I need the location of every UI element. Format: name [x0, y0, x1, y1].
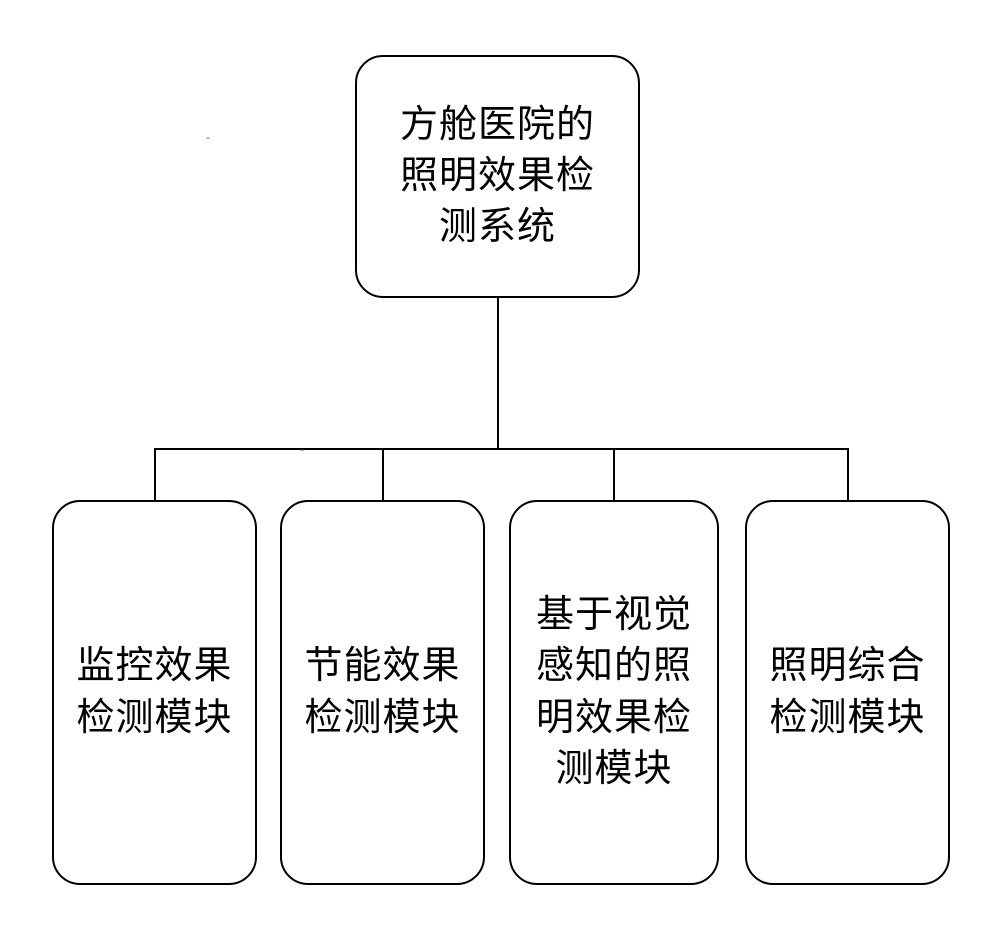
- connector-horizontal-bus: [154, 448, 849, 450]
- tree-diagram: 方舱医院的照明效果检测系统 监控效果检测模块 节能效果检测模块 基于视觉感知的照…: [0, 0, 1000, 936]
- child-node-visual-perception: 基于视觉感知的照明效果检测模块: [509, 500, 719, 885]
- child-node-monitoring: 监控效果检测模块: [52, 500, 257, 885]
- child-node-comprehensive: 照明综合检测模块: [745, 500, 950, 885]
- connector-root-drop: [497, 298, 499, 450]
- child-node-label: 基于视觉感知的照明效果检测模块: [536, 590, 692, 795]
- root-node: 方舱医院的照明效果检测系统: [355, 55, 640, 298]
- connector-child-4: [847, 448, 849, 500]
- child-node-label: 监控效果检测模块: [76, 641, 232, 744]
- connector-child-3: [613, 448, 615, 500]
- scan-artifact: -: [300, 442, 304, 457]
- scan-artifact: -: [206, 130, 210, 145]
- connector-child-2: [382, 448, 384, 500]
- connector-child-1: [154, 448, 156, 500]
- child-node-label: 节能效果检测模块: [304, 641, 460, 744]
- root-node-label: 方舱医院的照明效果检测系统: [400, 100, 595, 254]
- child-node-label: 照明综合检测模块: [769, 641, 925, 744]
- child-node-energy-saving: 节能效果检测模块: [280, 500, 485, 885]
